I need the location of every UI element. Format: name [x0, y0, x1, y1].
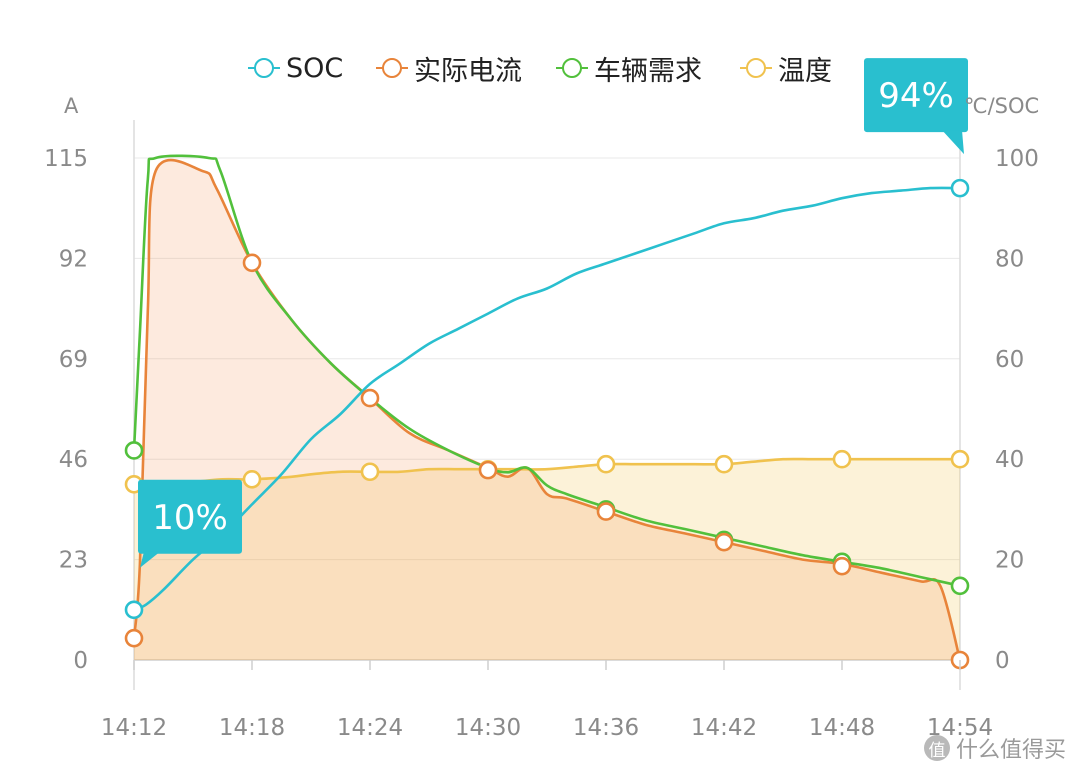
- callout-box: [864, 58, 968, 133]
- legend-marker-icon: [740, 58, 772, 78]
- x-tick-label: 14:42: [691, 715, 757, 741]
- current-marker: [832, 556, 852, 576]
- x-tick-label: 14:18: [219, 715, 285, 741]
- current-line: [132, 158, 962, 662]
- legend-label: 车辆需求: [594, 55, 702, 87]
- soc-end-callout: 94%: [864, 58, 968, 155]
- legend-marker-icon: [376, 58, 408, 78]
- legend-item: 温度: [740, 48, 832, 88]
- y-right-tick-label: 80: [995, 246, 1024, 272]
- y-right-axis-title: ℃/SOC: [964, 94, 1040, 118]
- y-right-tick-label: 60: [995, 347, 1024, 373]
- current-marker: [242, 253, 262, 273]
- x-tick-label: 14:24: [337, 715, 403, 741]
- y-left-tick-label: 23: [59, 548, 88, 574]
- callout-pointer: [942, 130, 964, 155]
- callout-box: [138, 479, 242, 554]
- temperature-marker: [832, 449, 852, 469]
- x-tick-label: 14:36: [573, 715, 639, 741]
- demand-marker: [950, 576, 970, 596]
- temperature-marker: [950, 449, 970, 469]
- temperature-line: [132, 457, 962, 486]
- legend-label: SOC: [286, 52, 344, 84]
- y-left-tick-label: 69: [59, 347, 88, 373]
- y-left-tick-label: 0: [73, 648, 88, 674]
- current-marker: [360, 388, 380, 408]
- gridlines: [134, 157, 960, 661]
- demand-marker: [124, 441, 144, 460]
- x-tick-label: 14:12: [101, 715, 167, 741]
- callout-label: 10%: [152, 498, 228, 538]
- watermark-text: 什么值得买: [955, 738, 1066, 763]
- legend: SOC 实际电流 车辆需求 温度: [0, 48, 1080, 88]
- soc-start-callout: 10%: [138, 479, 242, 568]
- y-left-tick-label: 46: [59, 447, 88, 473]
- legend-item: 车辆需求: [556, 48, 702, 88]
- temperature-marker: [714, 454, 734, 474]
- callout-pointer: [140, 551, 160, 568]
- x-tick-label: 14:48: [809, 715, 875, 741]
- current-area: [134, 160, 960, 661]
- temperature-marker: [360, 462, 380, 482]
- legend-marker-icon: [556, 58, 588, 78]
- temperature-marker: [242, 469, 262, 489]
- watermark-logo-icon: 值: [923, 735, 950, 761]
- y-left-tick-label: 115: [44, 146, 88, 172]
- watermark: 值 什么值得买: [923, 732, 1066, 764]
- soc-marker: [124, 600, 144, 620]
- y-right-tick-label: 0: [995, 648, 1010, 674]
- current-marker: [124, 628, 144, 648]
- current-marker: [596, 502, 616, 521]
- legend-label: 温度: [778, 55, 832, 87]
- current-marker: [714, 532, 734, 552]
- callout-label: 94%: [878, 76, 954, 116]
- y-right-tick-label: 40: [995, 447, 1024, 473]
- y-right-tick-label: 20: [995, 548, 1024, 574]
- soc-marker: [950, 178, 970, 198]
- demand-line: [132, 154, 962, 588]
- y-left-tick-label: 92: [59, 246, 88, 272]
- legend-item: SOC: [248, 48, 343, 88]
- temperature-area: [134, 459, 960, 660]
- legend-marker-icon: [248, 58, 280, 78]
- legend-label: 实际电流: [414, 55, 522, 87]
- y-right-tick-label: 100: [995, 146, 1039, 172]
- x-tick-label: 14:30: [455, 715, 521, 741]
- temperature-marker: [596, 454, 616, 474]
- current-marker: [478, 460, 498, 480]
- soc-line: [132, 186, 962, 612]
- legend-item: 实际电流: [376, 48, 522, 88]
- y-left-axis-title: A: [64, 94, 79, 118]
